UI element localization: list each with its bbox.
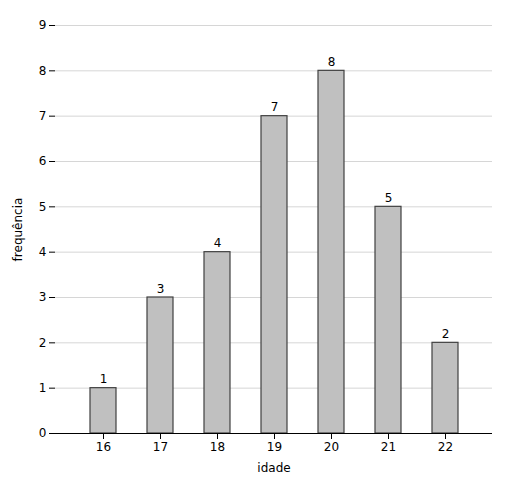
svg-text:5: 5 — [39, 200, 47, 214]
svg-text:1: 1 — [100, 372, 108, 386]
svg-text:22: 22 — [438, 440, 453, 454]
svg-text:18: 18 — [210, 440, 225, 454]
svg-text:16: 16 — [96, 440, 111, 454]
svg-text:8: 8 — [328, 55, 336, 69]
svg-text:20: 20 — [324, 440, 339, 454]
svg-text:2: 2 — [39, 336, 47, 350]
svg-text:6: 6 — [39, 154, 47, 168]
svg-text:7: 7 — [271, 100, 279, 114]
svg-text:4: 4 — [39, 245, 47, 259]
svg-text:7: 7 — [39, 109, 47, 123]
svg-text:5: 5 — [385, 191, 393, 205]
svg-text:3: 3 — [157, 282, 165, 296]
svg-text:0: 0 — [39, 426, 47, 440]
svg-text:frequência: frequência — [11, 198, 25, 262]
svg-text:idade: idade — [257, 461, 290, 475]
svg-text:19: 19 — [267, 440, 282, 454]
svg-text:4: 4 — [214, 236, 222, 250]
svg-text:3: 3 — [39, 290, 47, 304]
svg-text:21: 21 — [381, 440, 396, 454]
svg-text:2: 2 — [442, 327, 450, 341]
svg-text:9: 9 — [39, 18, 47, 32]
svg-text:17: 17 — [153, 440, 168, 454]
svg-text:8: 8 — [39, 64, 47, 78]
svg-text:1: 1 — [39, 381, 47, 395]
